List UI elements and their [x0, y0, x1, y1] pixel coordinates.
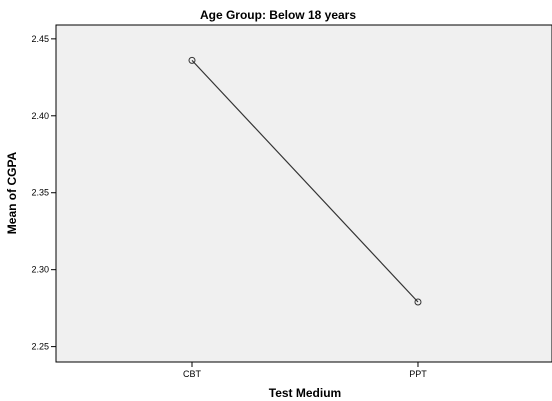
- y-tick-label: 2.30: [31, 265, 49, 275]
- x-axis: CBT PPT: [183, 362, 427, 379]
- x-tick-label: CBT: [183, 369, 202, 379]
- y-tick-label: 2.35: [31, 188, 49, 198]
- y-axis: 2.25 2.30 2.35 2.40 2.45: [31, 34, 56, 352]
- x-axis-title: Test Medium: [269, 386, 341, 400]
- data-point: [188, 56, 196, 64]
- data-point: [414, 298, 422, 306]
- y-axis-title: Mean of CGPA: [5, 151, 19, 234]
- y-tick-label: 2.45: [31, 34, 49, 44]
- series-group: [188, 56, 422, 306]
- x-tick-label: PPT: [409, 369, 427, 379]
- y-tick-label: 2.25: [31, 342, 49, 352]
- plot-area: [55, 24, 552, 363]
- chart-title: Age Group: Below 18 years: [200, 8, 356, 22]
- series-line: [191, 59, 419, 303]
- y-tick-label: 2.40: [31, 111, 49, 121]
